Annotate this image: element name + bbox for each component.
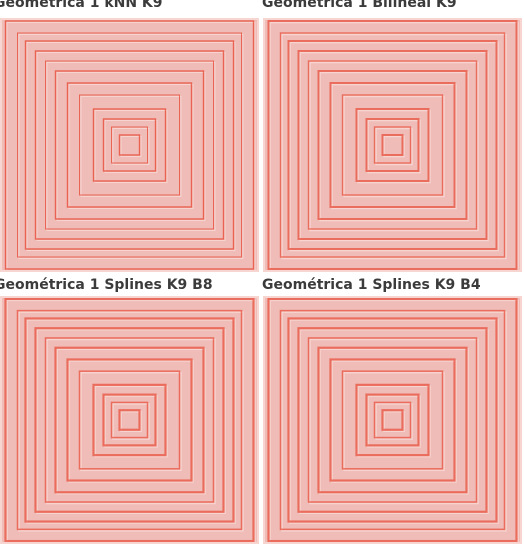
interpolated-image-splines-b8 [0, 296, 259, 544]
panel-splines-b4: Geométrica 1 Splines K9 B4 [262, 272, 524, 544]
panel-title: Geométrica 1 kNN K9 [0, 0, 163, 11]
panel-title: Geométrica 1 Bilineal K9 [262, 0, 457, 11]
panel-knn: Geométrica 1 kNN K9 [0, 0, 262, 272]
interpolated-image-knn [0, 18, 259, 272]
panel-bilinear: Geométrica 1 Bilineal K9 [262, 0, 524, 272]
panel-title: Geométrica 1 Splines K9 B8 [0, 277, 213, 293]
interpolated-image-bilinear [263, 18, 522, 272]
panel-splines-b8: Geométrica 1 Splines K9 B8 [0, 272, 262, 544]
interpolated-image-splines-b4 [263, 296, 522, 544]
panel-title: Geométrica 1 Splines K9 B4 [262, 277, 481, 293]
